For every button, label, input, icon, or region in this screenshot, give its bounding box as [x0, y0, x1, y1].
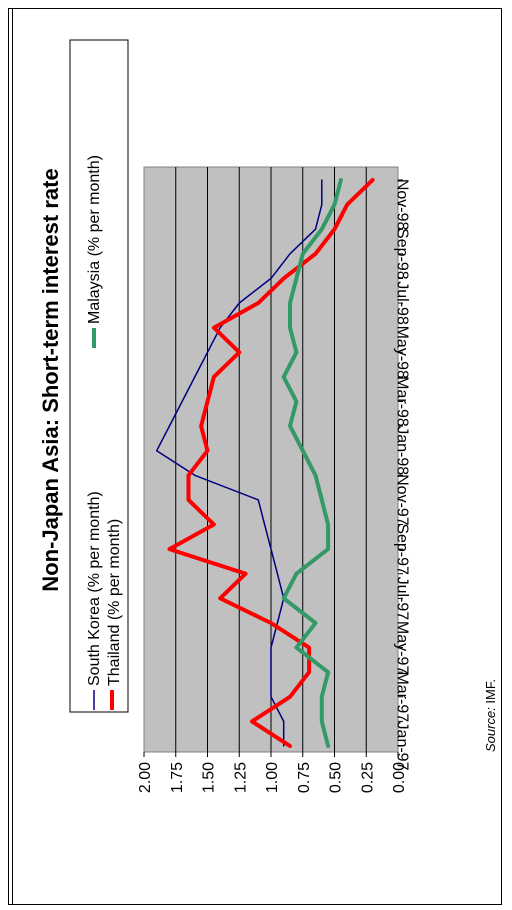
x-tick-label: Jan-98 [394, 426, 411, 475]
legend-label-malaysia: Malaysia (% per month) [86, 155, 103, 324]
y-tick-label: 0.25 [359, 762, 376, 793]
series-line-south-korea [155, 179, 323, 747]
y-tick-label: 1.00 [264, 762, 281, 793]
chart-title: Non-Japan Asia: Short-term interest rate [38, 168, 63, 591]
chart-frame [8, 8, 502, 905]
x-tick-label: Jul-98 [394, 281, 411, 325]
frame-inner-line [12, 8, 13, 905]
legend-box [69, 39, 129, 713]
series-lines [155, 178, 375, 748]
legend-item-malaysia: Malaysia (% per month) [86, 155, 103, 348]
legend-label-south-korea: South Korea (% per month) [86, 491, 103, 686]
x-tick-label: Nov-98 [394, 179, 411, 231]
x-tick-label: Sep-97 [394, 523, 411, 575]
legend-item-thailand: Thailand (% per month) [106, 519, 123, 710]
source-label: Source: [483, 707, 498, 752]
x-tick-label: Jan-97 [394, 722, 411, 771]
y-tick-label: 0.75 [296, 762, 313, 793]
x-tick-label: Nov-97 [394, 474, 411, 526]
y-tick-label: 0.50 [328, 762, 345, 793]
y-tick-label: 1.75 [169, 762, 186, 793]
y-tick-label: 2.00 [137, 762, 154, 793]
source-text: IMF. [483, 679, 498, 707]
x-tick-label: Jul-97 [394, 577, 411, 621]
y-axis-ticks: 0.00 0.25 0.50 0.75 1.00 1.25 1.50 1.75 2.00 [137, 752, 408, 793]
x-tick-label: May-98 [394, 326, 411, 379]
x-tick-label: May-97 [394, 621, 411, 674]
y-tick-label: 1.25 [232, 762, 249, 793]
legend-item-south-korea: South Korea (% per month) [86, 491, 103, 710]
source-note: Source: IMF. [483, 679, 498, 752]
x-tick-label: Mar-98 [394, 376, 411, 427]
y-tick-label: 1.50 [201, 762, 218, 793]
x-tick-label: Mar-97 [394, 671, 411, 722]
legend-label-thailand: Thailand (% per month) [106, 519, 123, 686]
x-tick-label: Sep-98 [394, 228, 411, 280]
series-line-thailand [167, 178, 375, 748]
series-line-malaysia [281, 178, 343, 748]
y-tick-label: 0.00 [391, 762, 408, 793]
